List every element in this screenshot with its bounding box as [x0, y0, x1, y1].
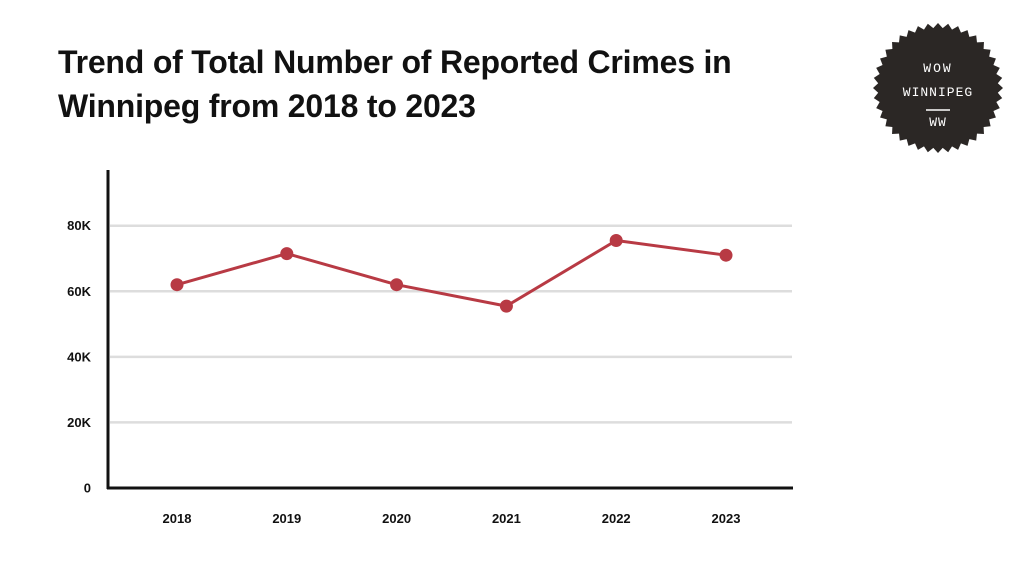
data-point-2019 — [280, 247, 294, 261]
series-line — [176, 239, 727, 308]
x-tick-label: 2020 — [382, 511, 411, 526]
grid-lines — [110, 224, 792, 424]
data-point-2020 — [390, 278, 404, 292]
data-series — [170, 234, 733, 313]
data-point-2022 — [609, 234, 623, 247]
chart-title-line-1: Trend of Total Number of Reported Crimes… — [58, 44, 732, 80]
data-point-2023 — [719, 248, 733, 262]
y-axis-tick-labels: 0 20K 40K 60K 80K — [67, 218, 91, 495]
x-axis-tick-labels: 2018 2019 2020 2021 2022 2023 — [163, 511, 741, 526]
x-tick-label: 2023 — [712, 511, 741, 526]
logo-line-wow: WOW — [923, 61, 952, 76]
x-tick-label: 2018 — [163, 511, 192, 526]
x-tick-label: 2021 — [492, 511, 521, 526]
wow-winnipeg-logo: WOW WINNIPEG WW — [873, 23, 1003, 153]
x-tick-label: 2022 — [602, 511, 631, 526]
data-point-2021 — [499, 299, 513, 313]
y-tick-label: 20K — [67, 415, 91, 430]
y-tick-label: 80K — [67, 218, 91, 233]
y-tick-label: 40K — [67, 349, 91, 364]
chart-title: Trend of Total Number of Reported Crimes… — [58, 40, 858, 128]
badge-shape — [873, 23, 1003, 153]
logo-line-ww: WW — [929, 115, 947, 130]
data-point-2018 — [170, 278, 184, 292]
y-tick-label: 0 — [84, 481, 91, 496]
x-tick-label: 2019 — [272, 511, 301, 526]
logo-line-winnipeg: WINNIPEG — [903, 85, 973, 100]
chart-title-line-2: Winnipeg from 2018 to 2023 — [58, 88, 476, 124]
y-tick-label: 60K — [67, 284, 91, 299]
